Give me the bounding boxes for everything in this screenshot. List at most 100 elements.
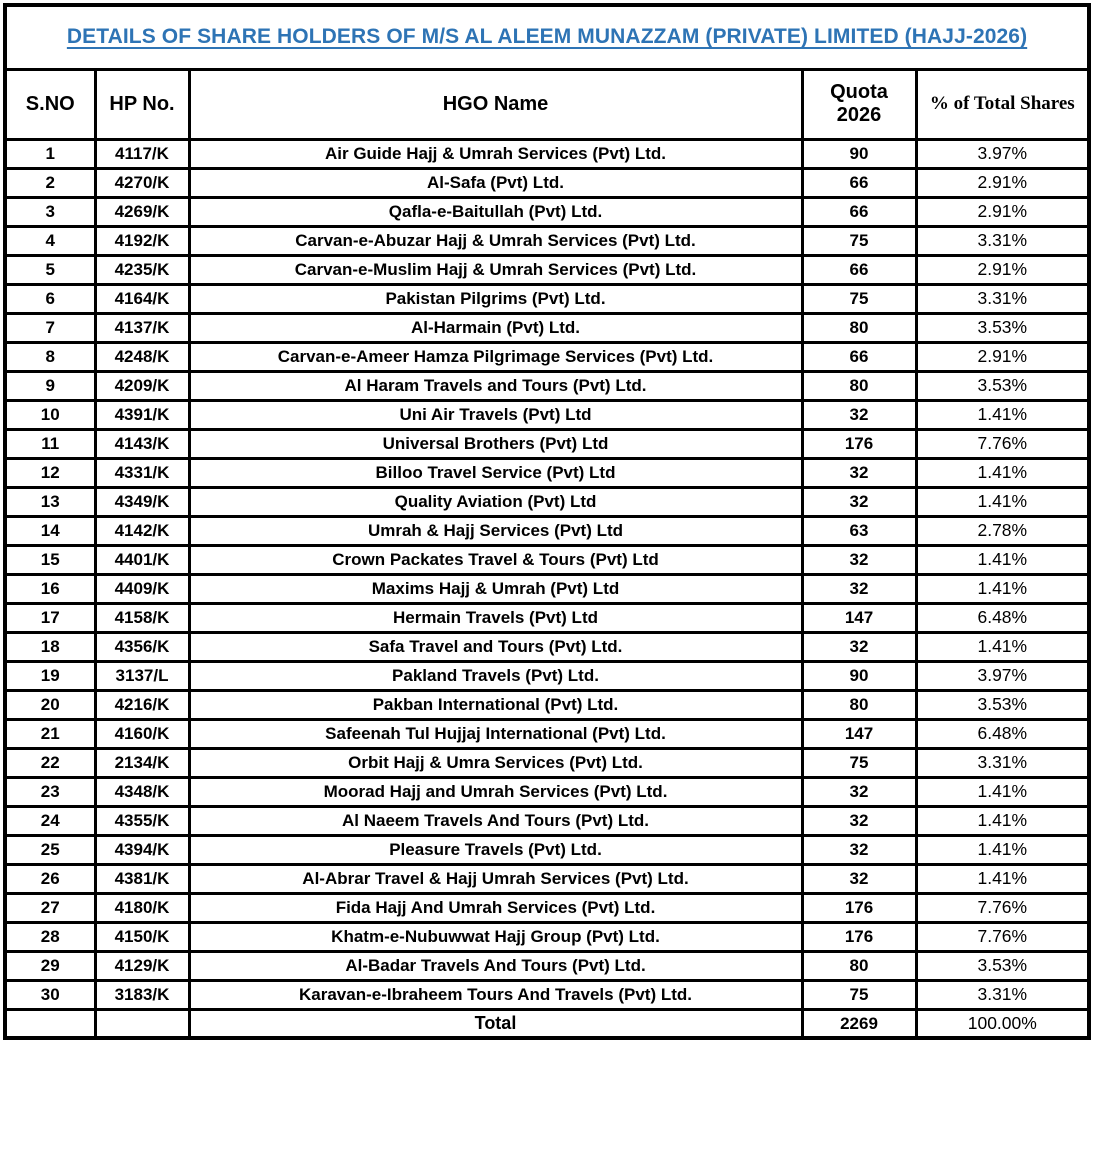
- sno-cell: 20: [3, 688, 97, 721]
- table-row: 9 4209/K Al Haram Travels and Tours (Pvt) …: [3, 369, 1091, 402]
- hgo-name-cell: Safa Travel and Tours (Pvt) Ltd.: [187, 630, 804, 663]
- quota-cell: 80: [800, 311, 918, 344]
- header-hgo-name: HGO Name: [187, 67, 804, 141]
- sno-cell: 9: [3, 369, 97, 402]
- hgo-name-cell: Safeenah Tul Hujjaj International (Pvt) …: [187, 717, 804, 750]
- sno-cell: 19: [3, 659, 97, 692]
- hp-no-cell: 4216/K: [93, 688, 191, 721]
- hgo-name-cell: Quality Aviation (Pvt) Ltd: [187, 485, 804, 518]
- quota-cell: 66: [800, 340, 918, 373]
- total-label: Total: [187, 1007, 804, 1040]
- table-row: 12 4331/K Billoo Travel Service (Pvt) Ltd 3…: [3, 456, 1091, 489]
- sno-cell: 13: [3, 485, 97, 518]
- sno-cell: 18: [3, 630, 97, 663]
- total-row: Total 2269 100.00%: [3, 1007, 1091, 1040]
- table-row: 17 4158/K Hermain Travels (Pvt) Ltd 147 6.48…: [3, 601, 1091, 634]
- percent-cell: 3.31%: [914, 978, 1091, 1011]
- table-row: 29 4129/K Al-Badar Travels And Tours (Pvt)…: [3, 949, 1091, 982]
- table-row: 14 4142/K Umrah & Hajj Services (Pvt) Ltd 6…: [3, 514, 1091, 547]
- hgo-name-cell: Orbit Hajj & Umra Services (Pvt) Ltd.: [187, 746, 804, 779]
- header-quota-line2: 2026: [836, 104, 882, 126]
- quota-cell: 147: [800, 601, 918, 634]
- percent-cell: 2.78%: [914, 514, 1091, 547]
- percent-cell: 3.31%: [914, 224, 1091, 257]
- sno-cell: 17: [3, 601, 97, 634]
- table-row: 16 4409/K Maxims Hajj & Umrah (Pvt) Ltd 32 1…: [3, 572, 1091, 605]
- quota-cell: 66: [800, 166, 918, 199]
- hgo-name-cell: Carvan-e-Ameer Hamza Pilgrimage Services…: [187, 340, 804, 373]
- hp-no-cell: 4164/K: [93, 282, 191, 315]
- percent-cell: 3.97%: [914, 137, 1091, 170]
- sno-cell: 8: [3, 340, 97, 373]
- quota-cell: 32: [800, 485, 918, 518]
- quota-cell: 80: [800, 369, 918, 402]
- quota-cell: 75: [800, 282, 918, 315]
- table-row: 1 4117/K Air Guide Hajj & Umrah Services (…: [3, 137, 1091, 170]
- total-empty-hp-cell: [93, 1007, 191, 1040]
- table-row: 10 4391/K Uni Air Travels (Pvt) Ltd 32 1.41%: [3, 398, 1091, 431]
- hp-no-cell: 4235/K: [93, 253, 191, 286]
- header-quota-line1: Quota: [830, 81, 888, 103]
- percent-cell: 3.53%: [914, 369, 1091, 402]
- hgo-name-cell: Karavan-e-Ibraheem Tours And Travels (Pv…: [187, 978, 804, 1011]
- percent-cell: 6.48%: [914, 601, 1091, 634]
- hp-no-cell: 4158/K: [93, 601, 191, 634]
- hp-no-cell: 2134/K: [93, 746, 191, 779]
- table-row: 28 4150/K Khatm-e-Nubuwwat Hajj Group (Pvt…: [3, 920, 1091, 953]
- percent-cell: 1.41%: [914, 543, 1091, 576]
- table-row: 8 4248/K Carvan-e-Ameer Hamza Pilgrimage S…: [3, 340, 1091, 373]
- quota-cell: 80: [800, 949, 918, 982]
- quota-cell: 32: [800, 543, 918, 576]
- hgo-name-cell: Moorad Hajj and Umrah Services (Pvt) Ltd…: [187, 775, 804, 808]
- hp-no-cell: 4349/K: [93, 485, 191, 518]
- table-row: 5 4235/K Carvan-e-Muslim Hajj & Umrah Serv…: [3, 253, 1091, 286]
- table-row: 30 3183/K Karavan-e-Ibraheem Tours And Tra…: [3, 978, 1091, 1011]
- hp-no-cell: 4143/K: [93, 427, 191, 460]
- table-row: 7 4137/K Al-Harmain (Pvt) Ltd. 80 3.53%: [3, 311, 1091, 344]
- quota-cell: 32: [800, 398, 918, 431]
- hgo-name-cell: Umrah & Hajj Services (Pvt) Ltd: [187, 514, 804, 547]
- percent-cell: 1.41%: [914, 572, 1091, 605]
- title-row: DETAILS OF SHARE HOLDERS OF M/S AL ALEEM…: [3, 3, 1091, 71]
- total-empty-sno-cell: [3, 1007, 97, 1040]
- sno-cell: 16: [3, 572, 97, 605]
- quota-cell: 90: [800, 137, 918, 170]
- table-row: 27 4180/K Fida Hajj And Umrah Services (Pv…: [3, 891, 1091, 924]
- sno-cell: 24: [3, 804, 97, 837]
- table-row: 21 4160/K Safeenah Tul Hujjaj Internationa…: [3, 717, 1091, 750]
- hgo-name-cell: Crown Packates Travel & Tours (Pvt) Ltd: [187, 543, 804, 576]
- sno-cell: 5: [3, 253, 97, 286]
- hp-no-cell: 4394/K: [93, 833, 191, 866]
- hp-no-cell: 4248/K: [93, 340, 191, 373]
- percent-cell: 1.41%: [914, 862, 1091, 895]
- percent-cell: 3.31%: [914, 746, 1091, 779]
- quota-cell: 75: [800, 224, 918, 257]
- hgo-name-cell: Hermain Travels (Pvt) Ltd: [187, 601, 804, 634]
- shareholders-body: 1 4117/K Air Guide Hajj & Umrah Services (…: [3, 137, 1091, 1011]
- sno-cell: 28: [3, 920, 97, 953]
- table-row: 15 4401/K Crown Packates Travel & Tours (P…: [3, 543, 1091, 576]
- hp-no-cell: 4409/K: [93, 572, 191, 605]
- sno-cell: 6: [3, 282, 97, 315]
- sno-cell: 23: [3, 775, 97, 808]
- quota-cell: 66: [800, 195, 918, 228]
- percent-cell: 3.97%: [914, 659, 1091, 692]
- percent-cell: 2.91%: [914, 195, 1091, 228]
- quota-cell: 32: [800, 630, 918, 663]
- total-percent-value: 100.00%: [914, 1007, 1091, 1040]
- table-row: 19 3137/L Pakland Travels (Pvt) Ltd. 90 3.97…: [3, 659, 1091, 692]
- header-sno: S.NO: [3, 67, 97, 141]
- hp-no-cell: 4348/K: [93, 775, 191, 808]
- quota-cell: 176: [800, 920, 918, 953]
- header-hp-no: HP No.: [93, 67, 191, 141]
- hgo-name-cell: Billoo Travel Service (Pvt) Ltd: [187, 456, 804, 489]
- table-row: 22 2134/K Orbit Hajj & Umra Services (Pvt)…: [3, 746, 1091, 779]
- quota-cell: 176: [800, 891, 918, 924]
- hgo-name-cell: Air Guide Hajj & Umrah Services (Pvt) Lt…: [187, 137, 804, 170]
- hp-no-cell: 4192/K: [93, 224, 191, 257]
- sno-cell: 14: [3, 514, 97, 547]
- percent-cell: 2.91%: [914, 166, 1091, 199]
- hp-no-cell: 4209/K: [93, 369, 191, 402]
- percent-cell: 1.41%: [914, 398, 1091, 431]
- sno-cell: 11: [3, 427, 97, 460]
